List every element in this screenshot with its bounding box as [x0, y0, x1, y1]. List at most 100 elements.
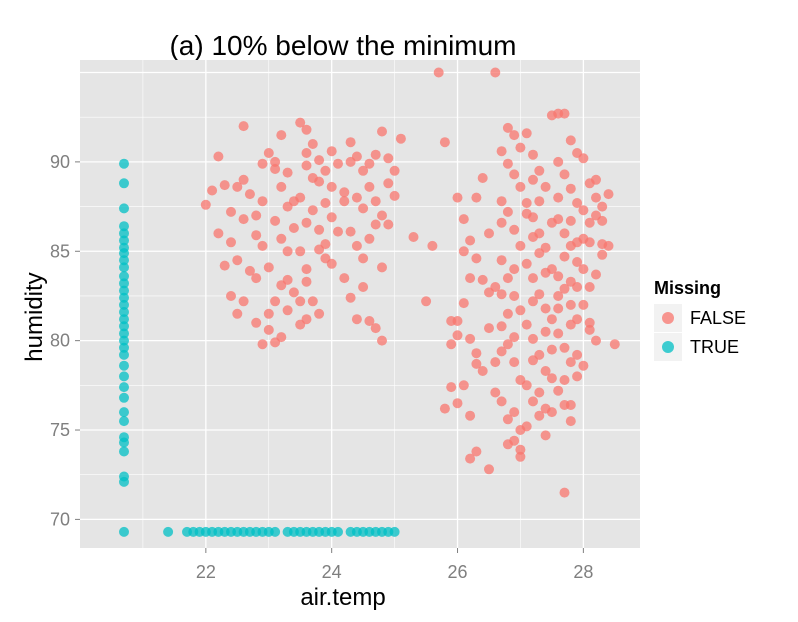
point-false — [515, 142, 526, 153]
point-false — [490, 67, 501, 78]
point-false — [351, 240, 362, 251]
point-false — [257, 339, 268, 350]
point-true — [389, 526, 400, 537]
point-false — [219, 260, 230, 271]
point-true — [119, 299, 129, 310]
point-false — [358, 203, 369, 214]
x-axis-title: air.temp — [300, 584, 385, 611]
point-false — [515, 305, 526, 316]
point-false — [515, 240, 526, 251]
point-false — [584, 217, 595, 228]
point-false — [528, 296, 538, 307]
point-false — [301, 148, 312, 158]
y-tick-label: 70 — [50, 509, 70, 529]
point-false — [200, 199, 211, 210]
point-false — [490, 357, 501, 368]
point-false — [534, 165, 545, 176]
point-false — [572, 371, 583, 382]
point-false — [534, 248, 545, 259]
point-false — [540, 303, 551, 314]
point-false — [244, 265, 255, 276]
point-false — [251, 210, 262, 221]
point-false — [471, 192, 482, 203]
point-false — [515, 451, 526, 462]
point-false — [603, 189, 614, 200]
point-false — [232, 255, 243, 266]
point-false — [282, 305, 293, 316]
point-false — [509, 264, 520, 275]
point-false — [565, 276, 576, 287]
point-false — [314, 155, 325, 166]
point-true — [119, 321, 129, 332]
point-false — [433, 67, 444, 78]
point-true — [119, 203, 129, 214]
point-true — [119, 360, 129, 371]
point-false — [288, 223, 299, 233]
point-false — [257, 196, 268, 207]
point-false — [584, 237, 595, 248]
point-false — [320, 165, 331, 176]
point-false — [314, 176, 325, 187]
point-false — [528, 355, 538, 366]
point-false — [263, 148, 274, 158]
point-false — [295, 319, 306, 330]
point-false — [465, 333, 476, 344]
point-false — [502, 122, 513, 133]
point-false — [314, 224, 325, 235]
point-false — [339, 196, 350, 207]
point-true — [119, 335, 129, 346]
point-false — [496, 146, 507, 157]
point-true — [119, 235, 129, 246]
y-tick-label: 85 — [50, 241, 70, 261]
point-false — [584, 317, 595, 328]
point-false — [609, 339, 620, 350]
point-false — [565, 135, 576, 146]
point-false — [565, 183, 576, 194]
point-false — [477, 274, 488, 285]
point-false — [282, 167, 293, 178]
point-false — [364, 233, 375, 244]
point-false — [270, 337, 281, 348]
point-false — [534, 410, 545, 421]
point-false — [452, 330, 463, 341]
point-false — [565, 215, 576, 226]
point-false — [232, 181, 243, 192]
point-false — [377, 210, 387, 221]
point-false — [370, 219, 381, 230]
point-false — [496, 217, 507, 228]
point-false — [301, 217, 312, 228]
point-false — [521, 128, 532, 139]
point-false — [484, 323, 494, 334]
data-points — [119, 67, 620, 537]
point-false — [534, 196, 545, 207]
point-false — [339, 187, 350, 198]
point-false — [553, 328, 564, 339]
point-false — [502, 339, 513, 350]
point-false — [565, 357, 576, 368]
point-false — [326, 212, 337, 223]
x-tick-label: 28 — [573, 562, 593, 582]
point-false — [553, 271, 564, 282]
point-false — [528, 396, 538, 407]
y-tick-label: 75 — [50, 420, 70, 440]
point-false — [502, 206, 513, 217]
x-axis-ticks: 22 24 26 28 — [196, 548, 593, 582]
point-false — [288, 287, 299, 298]
point-false — [333, 226, 343, 237]
point-false — [572, 198, 583, 208]
point-false — [509, 407, 520, 418]
point-true — [119, 371, 129, 382]
point-true — [270, 526, 281, 537]
point-true — [119, 292, 129, 303]
point-false — [270, 164, 281, 174]
point-false — [477, 366, 488, 376]
point-false — [389, 165, 400, 176]
point-false — [559, 342, 570, 353]
point-false — [263, 324, 274, 335]
point-false — [496, 289, 507, 300]
point-false — [597, 201, 608, 212]
point-false — [578, 299, 589, 310]
point-false — [295, 246, 306, 257]
point-false — [528, 174, 538, 185]
point-false — [358, 282, 369, 292]
